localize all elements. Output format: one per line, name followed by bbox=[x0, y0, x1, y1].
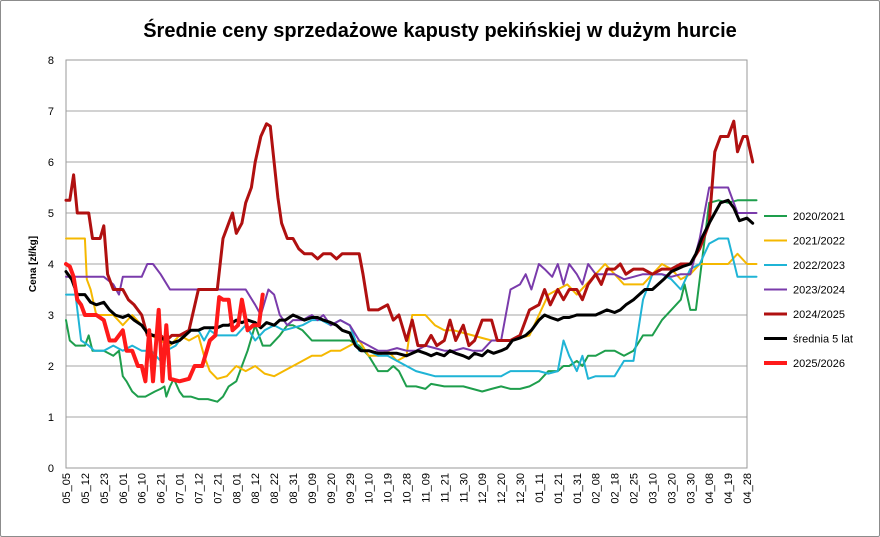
x-tick-label: 12_09 bbox=[477, 473, 489, 504]
x-tick-label: 05_12 bbox=[80, 473, 92, 504]
x-tick-label: 10_19 bbox=[383, 473, 395, 504]
x-tick-label: 07_01 bbox=[175, 473, 187, 504]
x-tick-label: 06_01 bbox=[118, 473, 130, 504]
legend-label: 2022/2023 bbox=[793, 260, 845, 272]
x-tick-label: 08_12 bbox=[250, 473, 262, 504]
x-tick-label: 07_21 bbox=[212, 473, 224, 504]
x-tick-label: 02_25 bbox=[629, 473, 641, 504]
y-tick-label: 0 bbox=[48, 463, 54, 475]
series-line bbox=[64, 119, 755, 348]
x-tick-label: 03_20 bbox=[666, 473, 678, 504]
x-tick-label: 11_30 bbox=[458, 473, 470, 503]
y-tick-label: 1 bbox=[48, 412, 54, 424]
legend-label: 2024/2025 bbox=[793, 309, 845, 321]
x-tick-label: 08_22 bbox=[269, 473, 281, 504]
legend: 2020/2021 2021/2022 2022/2023 2023/2024 2024… bbox=[764, 211, 853, 370]
x-tick-label: 08_31 bbox=[288, 473, 300, 504]
y-tick-labels: 0 1 2 3 4 5 6 7 8 bbox=[48, 55, 54, 475]
y-axis-label: Cena [zł/kg] bbox=[28, 236, 39, 292]
series-line bbox=[65, 199, 758, 403]
y-tick-label: 6 bbox=[48, 157, 54, 169]
x-tick-label: 02_08 bbox=[591, 473, 603, 504]
chart-title: Średnie ceny sprzedażowe kapusty pekińsk… bbox=[143, 18, 737, 42]
x-tick-label: 04_08 bbox=[704, 473, 716, 504]
x-tick-label: 12_20 bbox=[496, 473, 508, 504]
y-tick-label: 5 bbox=[48, 208, 54, 220]
x-tick-label: 01_21 bbox=[553, 473, 565, 504]
x-tick-label: 04_28 bbox=[742, 473, 754, 504]
x-tick-label: 11_09 bbox=[420, 473, 432, 503]
x-tick-labels: 05_05 05_12 05_23 06_01 06_10 06_21 07_01 07_12… bbox=[61, 473, 754, 504]
y-tick-label: 2 bbox=[48, 361, 54, 373]
x-tick-label: 07_12 bbox=[193, 473, 205, 504]
x-tick-label: 01_11 bbox=[534, 473, 546, 503]
x-tick-label: 02_18 bbox=[610, 473, 622, 504]
x-tick-label: 06_21 bbox=[156, 473, 168, 504]
legend-label: 2023/2024 bbox=[793, 285, 845, 297]
x-tick-label: 03_30 bbox=[685, 473, 697, 504]
legend-label: 2020/2021 bbox=[793, 211, 845, 223]
x-tick-label: 09_20 bbox=[326, 473, 338, 504]
series-line bbox=[65, 186, 758, 352]
y-tick-label: 8 bbox=[48, 55, 54, 67]
series-line bbox=[65, 237, 758, 380]
x-tick-label: 01_31 bbox=[572, 473, 584, 504]
x-tick-label: 10_10 bbox=[364, 473, 376, 504]
y-tick-label: 4 bbox=[48, 259, 54, 271]
y-tick-label: 7 bbox=[48, 106, 54, 118]
series-line bbox=[64, 262, 265, 384]
x-tick-label: 10_28 bbox=[402, 473, 414, 504]
x-tick-label: 05_23 bbox=[99, 473, 111, 504]
legend-label: 2025/2026 bbox=[793, 358, 845, 370]
x-tick-label: 05_05 bbox=[61, 473, 73, 504]
x-tick-label: 09_29 bbox=[345, 473, 357, 504]
series-line bbox=[64, 198, 755, 360]
x-tick-label: 08_01 bbox=[231, 473, 243, 504]
x-tick-label: 06_10 bbox=[137, 473, 149, 504]
y-tick-label: 3 bbox=[48, 310, 54, 322]
series-lines bbox=[64, 119, 758, 403]
x-tick-label: 03_10 bbox=[647, 473, 659, 504]
legend-label: 2021/2022 bbox=[793, 236, 845, 248]
x-tick-label: 11_21 bbox=[439, 473, 451, 503]
legend-label: średnia 5 lat bbox=[793, 334, 853, 346]
x-tick-label: 09_09 bbox=[307, 473, 319, 504]
x-tick-label: 12_30 bbox=[515, 473, 527, 504]
gridlines bbox=[66, 110, 747, 418]
x-tick-label: 04_19 bbox=[723, 473, 735, 504]
